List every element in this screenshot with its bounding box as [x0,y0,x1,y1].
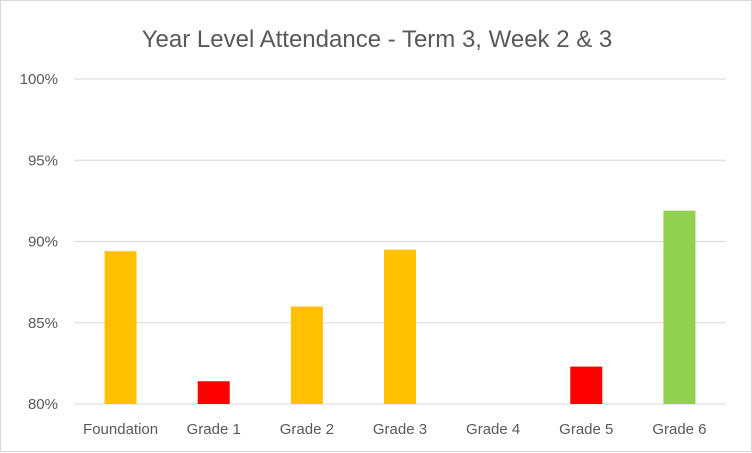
x-tick-label: Grade 4 [466,421,520,438]
y-tick-label: 100% [20,71,58,88]
y-tick-label: 85% [28,315,58,332]
y-tick-label: 90% [28,234,58,251]
bar-grade-6 [663,210,696,404]
chart-title: Year Level Attendance - Term 3, Week 2 &… [142,26,613,53]
bar-foundation [104,251,137,404]
y-tick-label: 95% [28,152,58,169]
bar-grade-2 [290,306,323,404]
gridlines [74,78,726,405]
bar-grade-1 [197,381,230,404]
x-tick-label: Grade 2 [280,421,334,438]
x-tick-label: Grade 6 [652,421,706,438]
bars [104,210,696,404]
bar-grade-3 [384,249,416,404]
y-axis-ticks: 80% 85% 90% 95% 100% [20,71,58,413]
x-tick-label: Foundation [83,421,158,438]
y-tick-label: 80% [28,396,58,413]
x-tick-label: Grade 3 [373,421,427,438]
x-tick-label: Grade 5 [559,421,613,438]
x-axis-ticks: Foundation Grade 1 Grade 2 Grade 3 Grade 4 Gr… [83,421,706,438]
bar-grade-5 [570,366,603,404]
x-tick-label: Grade 1 [187,421,241,438]
